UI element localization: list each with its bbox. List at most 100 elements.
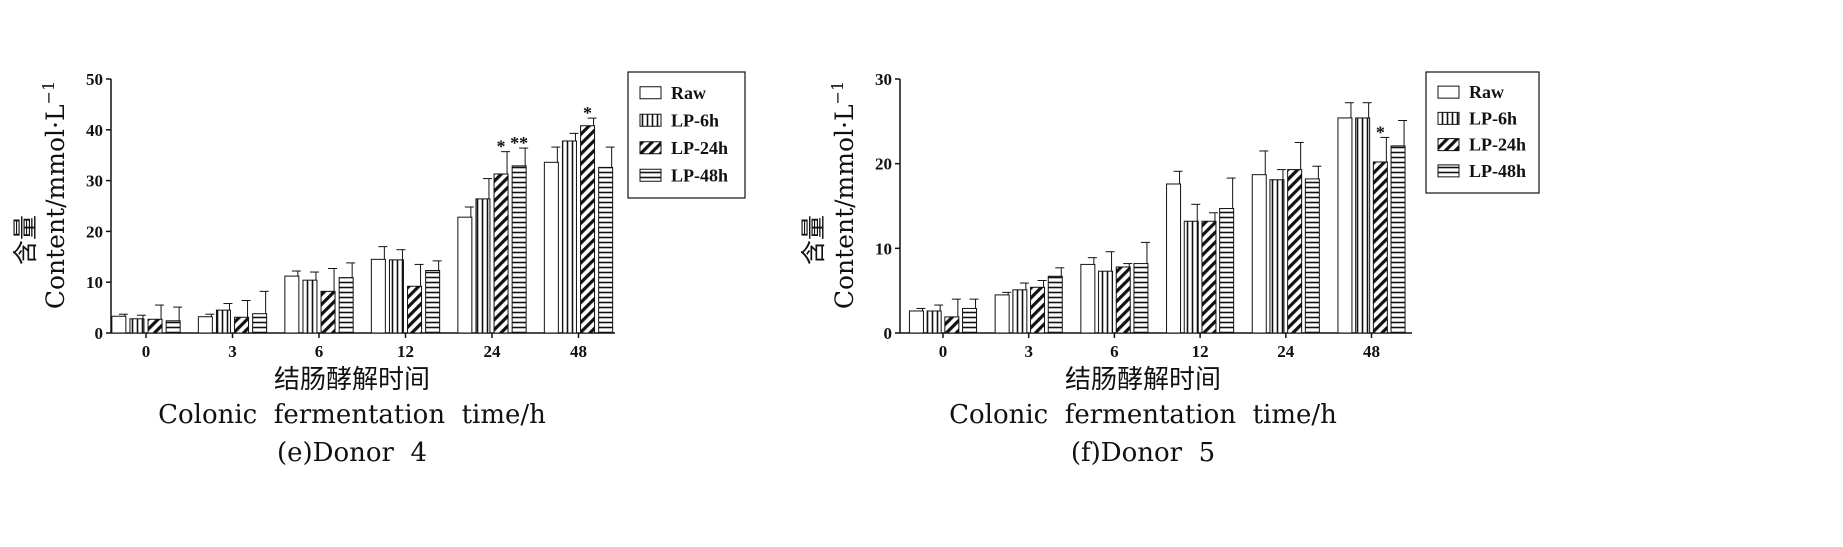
x-tick-label: 0 [939,342,948,361]
axes: 0 10 20 30 40 50 0 3 6 12 24 48 [86,70,615,361]
y-tick-label: 20 [86,222,103,241]
bar-lp-48h-24 [511,165,527,334]
bar-lp-48h-6 [338,277,354,334]
x-axis-label: Colonic fermentation time/h [158,400,546,430]
bar-lp-24h-6 [1115,266,1131,334]
y-tick-label: 30 [86,172,103,191]
y-tick-label: 10 [875,239,892,258]
bar-lp-6h-0 [926,310,942,334]
bar-raw-0 [111,315,127,334]
bar-lp-48h-6 [1133,263,1149,334]
y-axis-label-cn: 含量 [799,215,828,265]
panel-label: (e)Donor 4 [277,438,427,468]
legend-swatch [1437,85,1460,99]
y-axis-label: Content/mmol·L−1 [828,81,859,309]
bar-raw-48 [543,161,559,334]
legend-swatch [1437,164,1460,178]
legend-swatch [639,86,662,100]
y-tick-label: 0 [95,324,104,343]
significance-mark: * [497,137,506,157]
bar-lp-24h-12 [407,285,423,334]
bar-raw-12 [1166,183,1182,334]
bars: * [908,102,1408,334]
axes: 0 10 20 30 0 3 6 12 24 48 [875,70,1412,361]
bar-raw-3 [994,294,1010,334]
legend-label: LP-48h [671,165,728,185]
bar-lp-24h-3 [234,316,250,334]
bar-lp-48h-48 [598,166,614,334]
y-tick-label: 20 [875,155,892,174]
y-axis-label: Content/mmol·L−1 [39,81,70,309]
y-tick-label: 10 [86,273,103,292]
legend-label: Raw [1469,82,1504,102]
legend-swatch [639,168,662,182]
bar-lp-6h-0 [129,318,145,334]
x-axis-label-cn: 结肠酵解时间 [274,365,430,395]
legend-label: LP-24h [671,138,728,158]
bar-lp-24h-3 [1030,286,1046,334]
x-tick-label: 6 [1110,342,1119,361]
legend-label: LP-24h [1469,135,1526,155]
bar-lp-24h-0 [944,316,960,334]
bar-raw-48 [1337,117,1353,334]
y-axis-label-cn: 含量 [11,215,40,265]
x-axis-label: Colonic fermentation time/h [949,400,1337,430]
x-tick-label: 48 [1363,342,1380,361]
bar-raw-6 [284,275,300,334]
bar-lp-48h-0 [962,307,978,334]
bar-lp-24h-48 [1372,161,1388,334]
bar-lp-24h-12 [1201,220,1217,334]
bars: * *** [111,103,615,334]
bar-lp-6h-6 [302,279,318,334]
x-tick-label: 24 [1277,342,1295,361]
bar-lp-48h-24 [1304,178,1320,334]
bar-raw-6 [1080,263,1096,334]
bar-lp-24h-0 [147,318,163,334]
chart-panel-f: 含量 Content/mmol·L−1 0 10 20 30 0 3 6 12 24 48 * R… [799,70,1540,468]
x-axis-label-cn: 结肠酵解时间 [1065,365,1221,395]
bar-lp-48h-12 [425,270,441,334]
x-tick-label: 12 [1192,342,1209,361]
legend-swatch [1437,138,1460,152]
bar-lp-24h-48 [580,125,596,334]
bar-lp-6h-48 [561,140,577,334]
y-tick-label: 40 [86,121,103,140]
legend: Raw LP-6h LP-24h LP-48h [1425,71,1540,194]
bar-raw-24 [457,216,473,334]
x-tick-label: 24 [484,342,502,361]
bar-lp-6h-24 [1269,179,1285,334]
x-tick-label: 48 [570,342,587,361]
x-tick-label: 3 [228,342,237,361]
panel-label: (f)Donor 5 [1071,438,1215,468]
legend-label: LP-48h [1469,161,1526,181]
bar-lp-48h-0 [165,320,181,334]
bar-lp-24h-24 [493,173,509,334]
bar-lp-48h-48 [1390,145,1406,334]
x-tick-label: 3 [1024,342,1033,361]
bar-lp-6h-48 [1355,117,1371,334]
legend: Raw LP-6h LP-24h LP-48h [627,71,746,199]
legend-label: LP-6h [1469,108,1517,128]
bar-raw-3 [197,316,213,334]
legend-label: Raw [671,83,706,103]
significance-mark: ** [510,133,528,153]
y-tick-label: 0 [884,324,893,343]
bar-raw-0 [908,310,924,334]
bar-lp-6h-3 [215,309,231,334]
bar-lp-6h-12 [388,259,404,334]
chart-panel-e: 含量 Content/mmol·L−1 0 10 20 30 40 50 0 3 6 12 24 48… [11,70,746,468]
bar-lp-48h-3 [252,313,268,334]
bar-lp-48h-12 [1219,208,1235,334]
y-tick-label: 50 [86,70,103,89]
significance-mark: * [583,103,592,123]
bar-raw-24 [1251,174,1267,334]
bar-lp-6h-24 [475,198,491,334]
bar-lp-48h-3 [1047,275,1063,334]
bar-lp-6h-12 [1183,220,1199,334]
bar-raw-12 [370,258,386,334]
bar-lp-24h-24 [1287,169,1303,334]
legend-swatch [639,113,662,127]
legend-swatch [1437,111,1460,125]
bar-lp-24h-6 [320,290,336,334]
